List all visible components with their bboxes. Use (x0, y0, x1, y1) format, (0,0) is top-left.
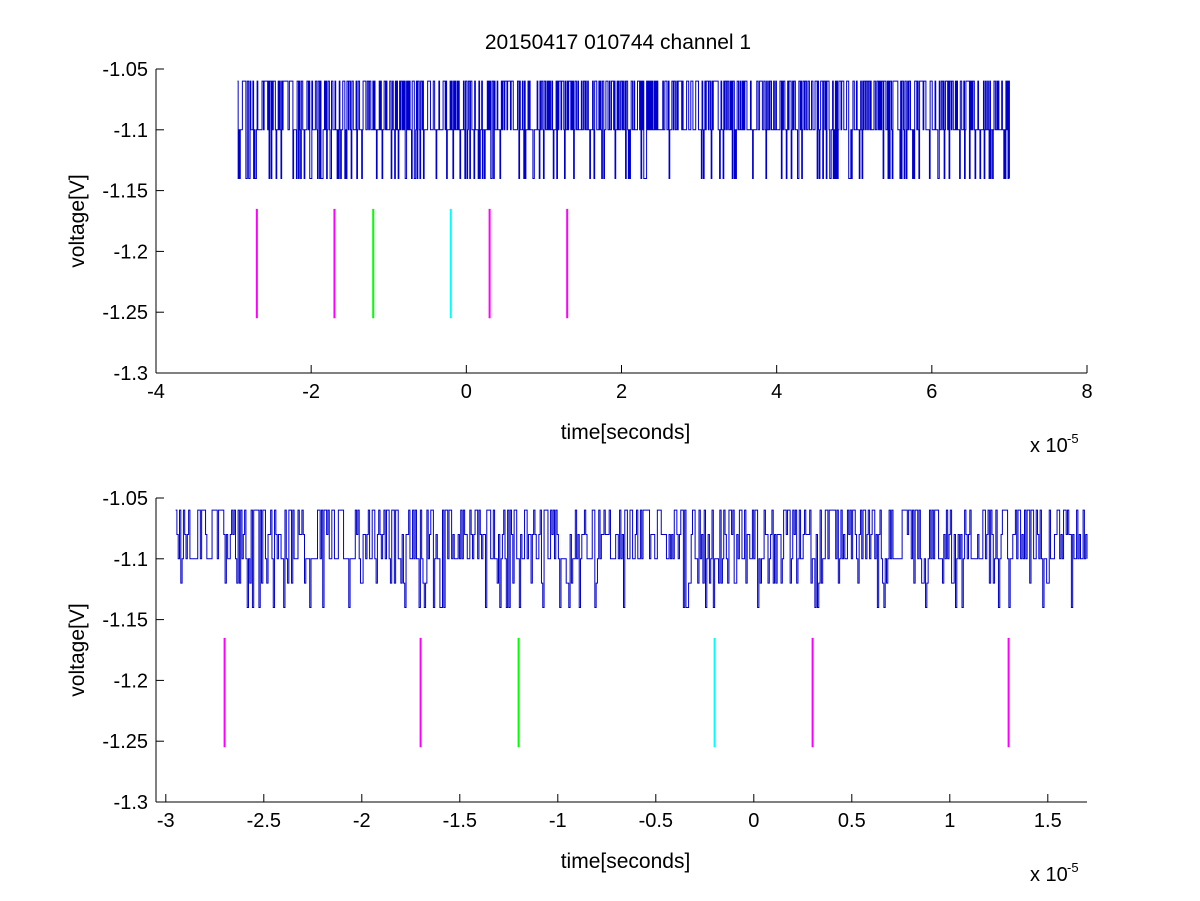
figure-title: 20150417 010744 channel 1 (485, 31, 751, 54)
chart-bottom-x-tick-label: 1 (944, 810, 955, 832)
bottom-plot: -3 -2.5 -2 -1.5 -1 -0.5 0 0.5 1 1.5 -1.3 -1.25 -1.2 -… (66, 488, 1088, 886)
chart-top-x-tick-label: -2 (302, 381, 320, 403)
chart-top-signal-series-line (237, 80, 1010, 179)
chart-bottom-y-axis-label: voltage[V] (66, 603, 89, 696)
chart-top-x-tick-label: -4 (147, 381, 165, 403)
chart-bottom-y-tick-label: -1.3 (114, 792, 148, 814)
chart-top-y-tick-label: -1.2 (114, 241, 148, 263)
chart-bottom-x-tick-label: 1.5 (1034, 810, 1062, 832)
chart-bottom-x-multiplier-label: x 10 (1030, 864, 1068, 886)
chart-top-x-tick-label: 0 (461, 381, 472, 403)
chart-top-y-tick-label: -1.25 (102, 302, 148, 324)
chart-bottom-x-tick-label: -0.5 (639, 810, 673, 832)
chart-bottom-x-tick-label: 0 (748, 810, 759, 832)
chart-top-x-axis-label: time[seconds] (561, 421, 691, 444)
chart-bottom-x-tick-label: -1 (549, 810, 567, 832)
chart-top-y-tick-label: -1.3 (114, 363, 148, 385)
chart-bottom-y-tick-label: -1.1 (114, 549, 148, 571)
chart-bottom-x-axis-label: time[seconds] (561, 850, 691, 873)
chart-top-x-tick-label: 6 (926, 381, 937, 403)
chart-top-y-tick-label: -1.05 (102, 59, 148, 81)
chart-bottom-x-multiplier-exponent: -5 (1067, 860, 1079, 875)
chart-top-y-tick-label: -1.15 (102, 181, 148, 203)
chart-bottom-y-tick-label: -1.15 (102, 610, 148, 632)
chart-top-x-tick-label: 8 (1081, 381, 1092, 403)
chart-top-y-tick-label: -1.1 (114, 120, 148, 142)
chart-top-x-multiplier-exponent: -5 (1067, 431, 1079, 446)
chart-bottom-signal-series-line (175, 509, 1088, 608)
chart-bottom-y-tick-label: -1.05 (102, 488, 148, 510)
chart-top-y-axis-label: voltage[V] (66, 174, 89, 267)
chart-bottom-y-tick-label: -1.2 (114, 670, 148, 692)
top-plot: -4 -2 0 2 4 6 8 -1.3 -1.25 -1.2 -1.15 -1.1 -1.05 time… (66, 59, 1093, 457)
chart-bottom-y-tick-label: -1.25 (102, 731, 148, 753)
chart-bottom-x-tick-label: -1.5 (443, 810, 477, 832)
chart-top-x-tick-label: 4 (771, 381, 782, 403)
chart-bottom-x-tick-label: -2.5 (247, 810, 281, 832)
chart-bottom-x-tick-label: -2 (353, 810, 371, 832)
chart-top-x-multiplier-label: x 10 (1030, 435, 1068, 457)
chart-top-x-tick-label: 2 (616, 381, 627, 403)
chart-bottom-x-tick-label: -3 (157, 810, 175, 832)
chart-bottom-x-tick-label: 0.5 (838, 810, 866, 832)
